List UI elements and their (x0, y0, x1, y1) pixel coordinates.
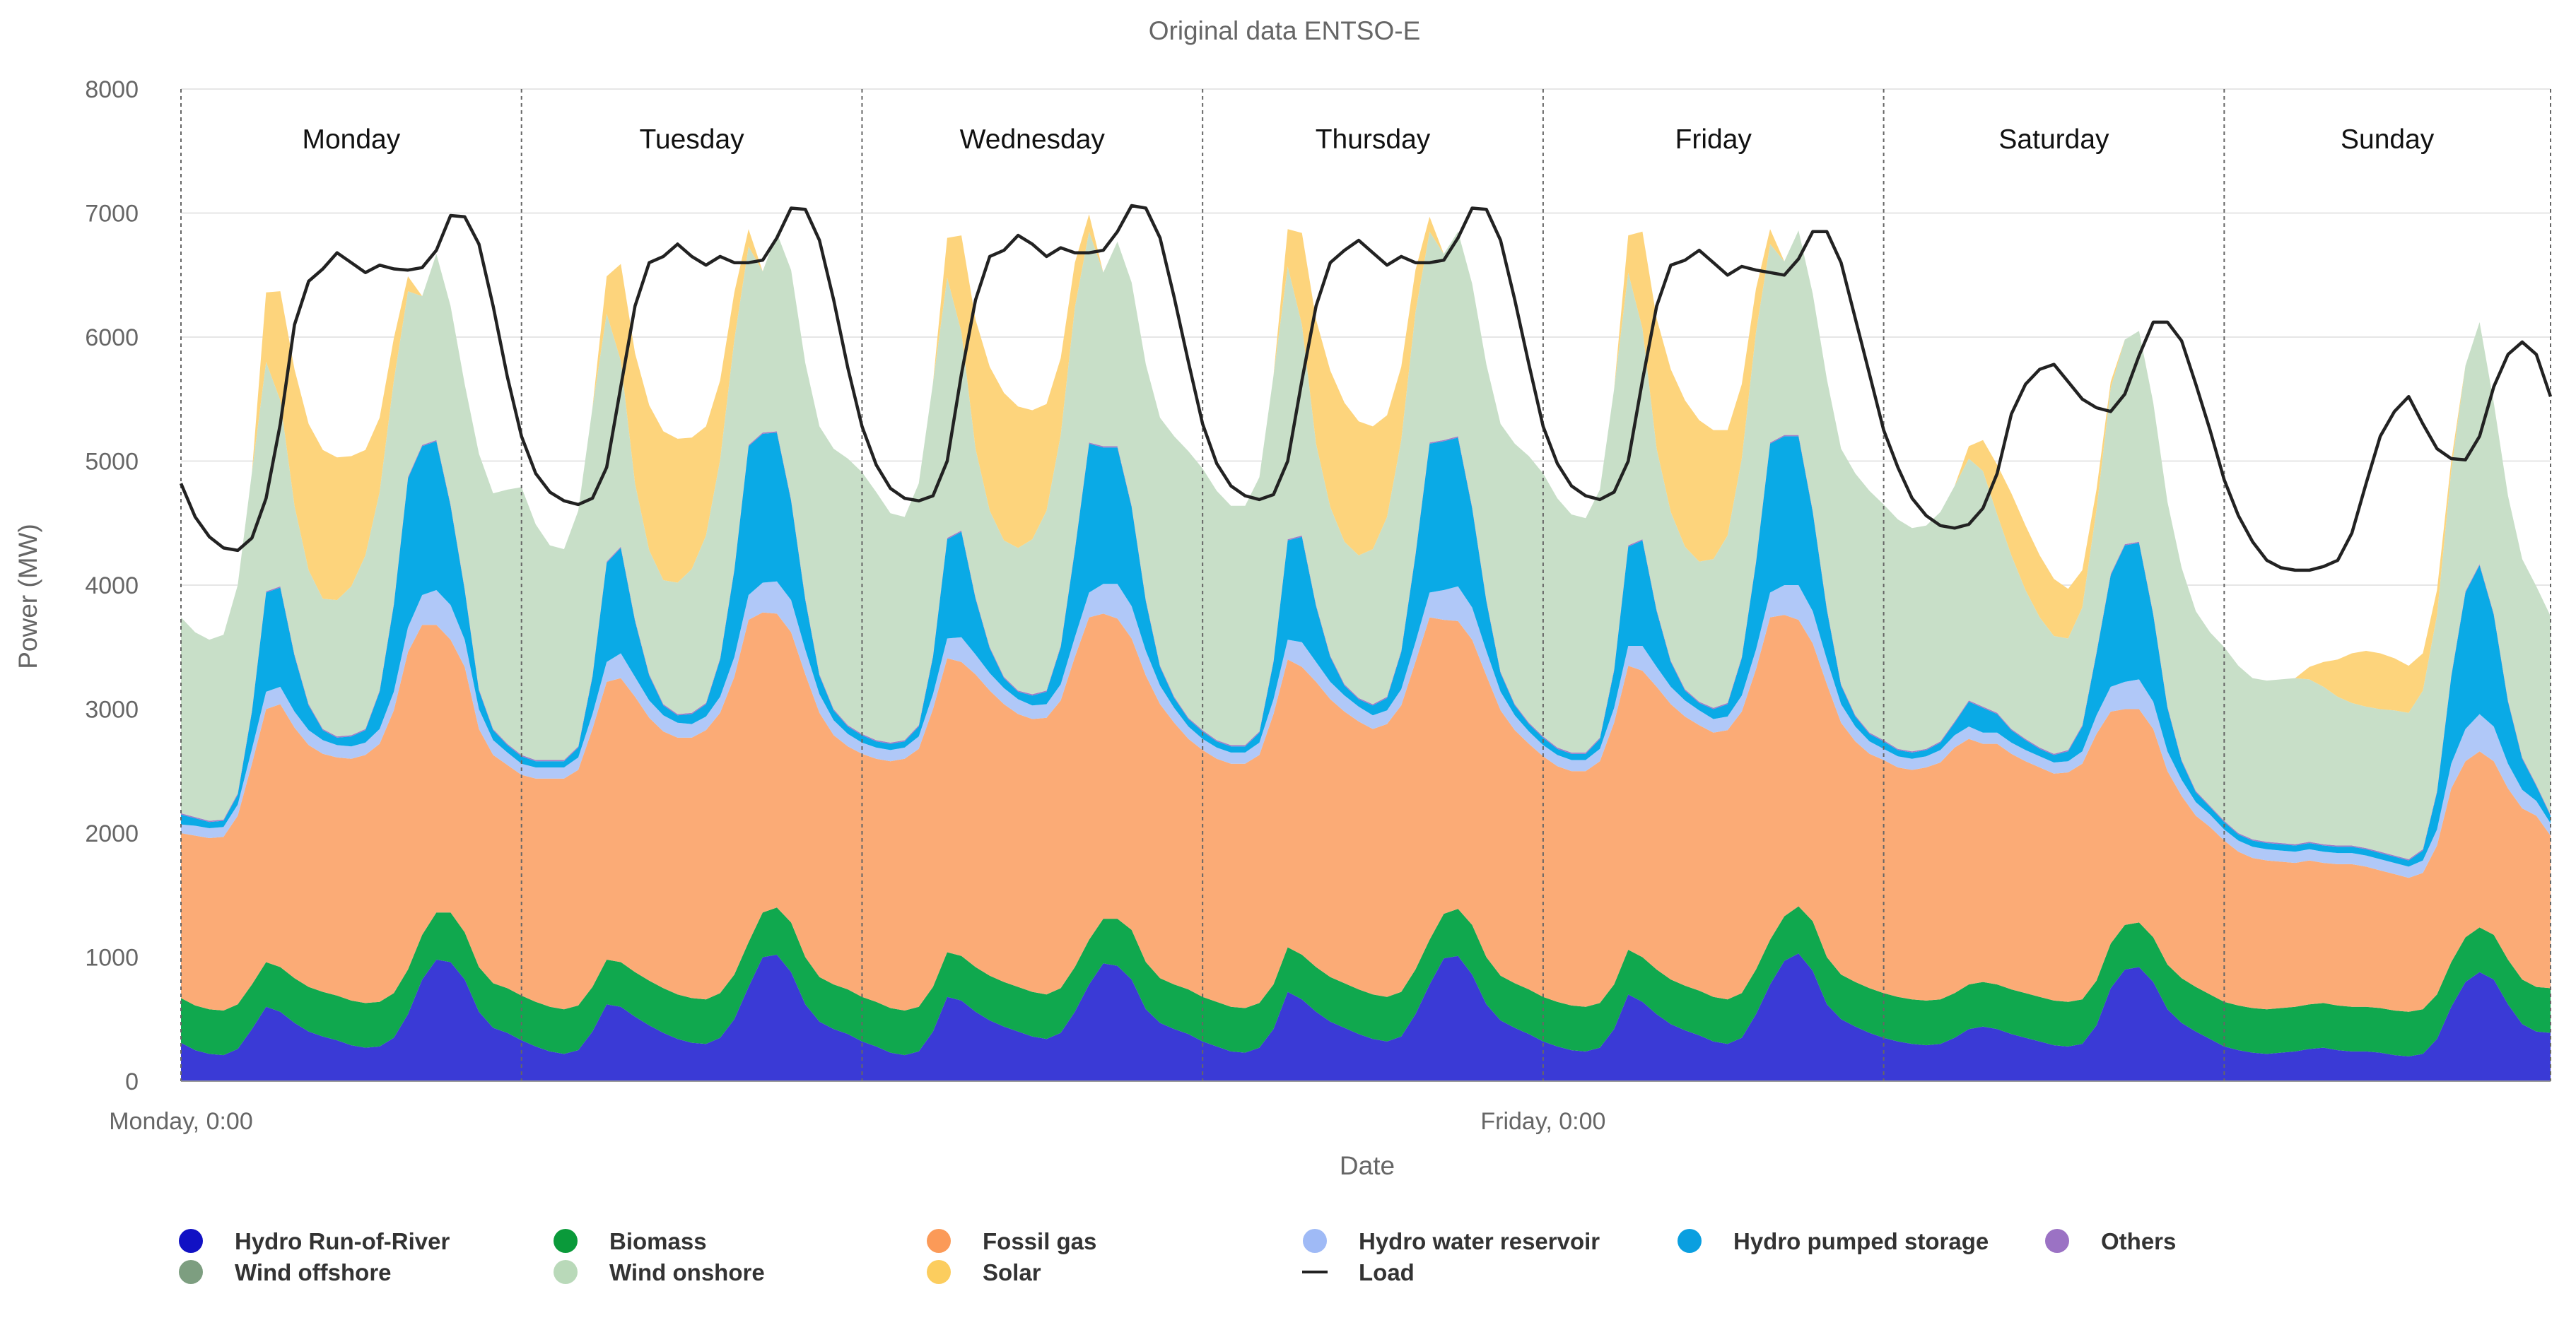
x-tick-label: Monday, 0:00 (109, 1108, 253, 1135)
legend-item-others[interactable]: Others (2045, 1228, 2176, 1254)
legend-label: Hydro water reservoir (1359, 1228, 1600, 1254)
area-hydro-water-reservoir (181, 581, 2551, 878)
area-hydro-run-of-river (181, 953, 2551, 1081)
legend-label: Hydro pumped storage (1733, 1228, 1989, 1254)
area-wind-onshore (181, 230, 2551, 859)
day-label: Thursday (1316, 124, 1431, 155)
y-tick-label: 0 (125, 1068, 139, 1095)
legend-label: Others (2101, 1228, 2176, 1254)
legend-item-hydro-pumped-storage[interactable]: Hydro pumped storage (1678, 1228, 1989, 1254)
day-label: Friday (1675, 124, 1752, 155)
y-tick-label: 5000 (85, 449, 139, 476)
legend-item-solar[interactable]: Solar (927, 1259, 1041, 1285)
legend-item-wind-onshore[interactable]: Wind onshore (554, 1259, 765, 1285)
y-tick-label: 6000 (85, 324, 139, 351)
legend-item-hydro-run-of-river[interactable]: Hydro Run-of-River (179, 1228, 450, 1254)
day-label: Wednesday (960, 124, 1106, 155)
day-label-layer: Monday Tuesday Wednesday Thursday Friday Satu… (302, 124, 2434, 155)
legend-label: Hydro Run-of-River (235, 1228, 450, 1254)
area-layer (181, 214, 2551, 1081)
day-label: Tuesday (640, 124, 745, 155)
legend-item-load[interactable]: Load (1302, 1259, 1415, 1285)
x-axis-label: Date (1340, 1151, 1395, 1180)
tick-label-layer: 0 1000 2000 3000 4000 5000 6000 7000 8000 Monday,… (85, 76, 1605, 1135)
day-label: Saturday (1998, 124, 2109, 155)
y-tick-label: 1000 (85, 945, 139, 972)
chart-title: Original data ENTSO-E (1149, 16, 1421, 45)
area-biomass (181, 906, 2551, 1056)
y-tick-label: 8000 (85, 76, 139, 103)
y-tick-label: 4000 (85, 572, 139, 599)
legend-label: Fossil gas (983, 1228, 1096, 1254)
day-label: Monday (302, 124, 400, 155)
legend-swatch (554, 1260, 578, 1284)
legend-item-fossil-gas[interactable]: Fossil gas (927, 1228, 1096, 1254)
area-solar (181, 214, 2551, 713)
legend-label: Wind onshore (609, 1259, 765, 1285)
day-label: Sunday (2341, 124, 2435, 155)
x-tick-label: Friday, 0:00 (1480, 1108, 1605, 1135)
legend-swatch (927, 1229, 951, 1253)
legend-swatch (179, 1229, 203, 1253)
legend-label: Solar (983, 1259, 1041, 1285)
legend-item-wind-offshore[interactable]: Wind offshore (179, 1259, 392, 1285)
y-tick-label: 3000 (85, 697, 139, 724)
area-fossil-gas (181, 612, 2551, 1012)
legend-label: Load (1359, 1259, 1415, 1285)
legend-swatch (554, 1229, 578, 1253)
legend-label: Biomass (609, 1228, 707, 1254)
day-separator-layer (180, 89, 2551, 1081)
area-hydro-pumped-storage (181, 432, 2551, 867)
y-axis-label: Power (MW) (13, 524, 42, 669)
legend-swatch (2045, 1229, 2069, 1253)
legend-swatch (1303, 1229, 1327, 1253)
legend: Hydro Run-of-River Biomass Fossil gas Hydro… (179, 1228, 2176, 1285)
legend-swatch (927, 1260, 951, 1284)
legend-swatch (1678, 1229, 1702, 1253)
line-load (179, 204, 2553, 572)
line-layer (179, 204, 2553, 572)
y-tick-label: 7000 (85, 201, 139, 228)
legend-label: Wind offshore (235, 1259, 392, 1285)
legend-swatch (179, 1260, 203, 1284)
y-tick-label: 2000 (85, 820, 139, 847)
legend-item-biomass[interactable]: Biomass (554, 1228, 707, 1254)
legend-item-hydro-water-reservoir[interactable]: Hydro water reservoir (1303, 1228, 1600, 1254)
